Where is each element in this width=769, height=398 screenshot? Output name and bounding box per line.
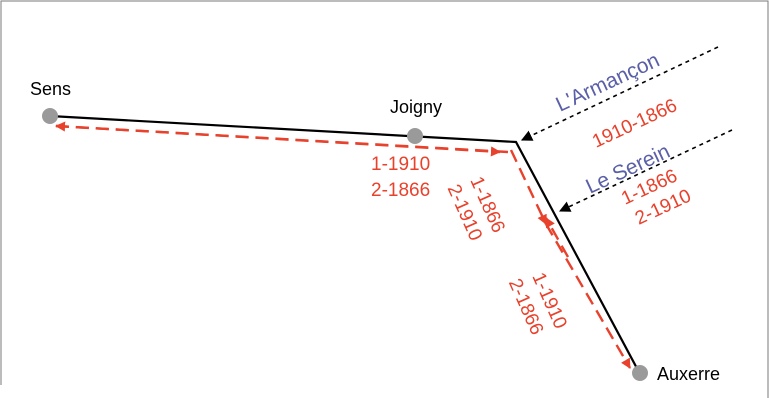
flow-arrow-sens-to-confluence (55, 124, 502, 157)
city-marker-auxerre (632, 365, 648, 381)
city-label-sens: Sens (30, 79, 71, 99)
city-label-joigny: Joigny (390, 97, 442, 117)
city-label-auxerre: Auxerre (657, 364, 720, 384)
city-marker-sens (42, 108, 58, 124)
flow-arrow-confluence-down-2 (544, 217, 570, 258)
yonne-river-line (49, 114, 641, 375)
armancon-years-label: 1910-1866 (589, 95, 680, 152)
yonne-lower-label-line1: 1-1910 (371, 154, 430, 175)
yonne-lower-label-line2: 2-1866 (371, 180, 430, 201)
city-marker-joigny (407, 128, 423, 144)
flow-arrow-to-auxerre (544, 223, 632, 369)
flow-arrow-confluence-down-1 (509, 149, 548, 225)
